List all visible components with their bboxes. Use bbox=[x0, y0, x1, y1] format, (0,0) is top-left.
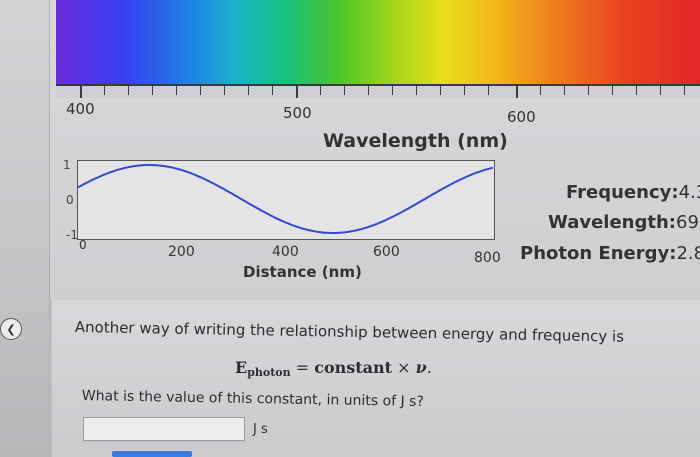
wave-x-axis-title: Distance (nm) bbox=[243, 263, 362, 281]
photon-energy-readout: Photon Energy:2.87 bbox=[520, 243, 700, 264]
equation-nu: ν bbox=[415, 358, 427, 377]
answer-unit-label: J s bbox=[253, 422, 268, 437]
equation-equals: = bbox=[290, 358, 315, 377]
equation-constant: constant bbox=[314, 358, 393, 377]
wavelength-tick-label: 400 bbox=[66, 100, 95, 118]
spectrum-tick bbox=[636, 86, 637, 95]
spectrum-tick bbox=[272, 86, 273, 95]
wavelength-axis-title: Wavelength (nm) bbox=[323, 130, 508, 152]
spectrum-tick bbox=[320, 86, 321, 95]
spectrum-tick bbox=[564, 86, 565, 95]
spectrum-tick bbox=[368, 86, 369, 95]
wavelength-tick-label: 500 bbox=[283, 104, 312, 122]
wave-svg bbox=[77, 164, 494, 234]
spectrum-tick bbox=[416, 86, 417, 95]
spectrum-tick bbox=[684, 86, 685, 95]
spectrum-tick bbox=[540, 86, 541, 95]
left-gutter bbox=[0, 0, 50, 457]
spectrum-tick bbox=[660, 86, 661, 95]
frequency-readout: Frequency:4.3 bbox=[566, 182, 700, 203]
spectrum-tick bbox=[128, 86, 129, 95]
spectrum-tick bbox=[248, 86, 249, 95]
spectrum-tick bbox=[200, 86, 201, 95]
frequency-value: 4.3 bbox=[678, 182, 700, 203]
equation-subscript: photon bbox=[247, 366, 291, 379]
spectrum-tick bbox=[104, 86, 105, 95]
answer-input[interactable] bbox=[83, 417, 245, 441]
wave-plot bbox=[77, 160, 495, 240]
submit-button-edge[interactable] bbox=[112, 451, 192, 457]
spectrum-tick bbox=[176, 86, 177, 95]
spectrum-tick bbox=[464, 86, 465, 95]
spectrum-tick bbox=[296, 86, 298, 98]
wave-x-tick-label: 400 bbox=[272, 244, 299, 260]
spectrum-tick bbox=[392, 86, 393, 95]
wave-y-tick-label: -1 bbox=[66, 228, 78, 242]
chevron-left-icon: ❮ bbox=[6, 322, 16, 336]
wavelength-value: 691 bbox=[676, 212, 700, 233]
spectrum-tick bbox=[612, 86, 613, 95]
wave-y-tick-label: 1 bbox=[63, 158, 71, 172]
wave-x-tick-label: 800 bbox=[474, 250, 501, 266]
wavelength-tick-label: 600 bbox=[507, 108, 536, 126]
equation: Ephoton = constant × ν. bbox=[235, 358, 432, 379]
spectrum-tick bbox=[440, 86, 441, 95]
spectrum-tick-bar bbox=[56, 84, 700, 98]
spectrum-tick bbox=[344, 86, 345, 95]
wave-y-tick-label: 0 bbox=[66, 193, 74, 207]
wave-x-tick-label: 0 bbox=[79, 238, 87, 252]
wave-line bbox=[77, 164, 494, 234]
equation-times: × bbox=[392, 358, 416, 377]
frequency-label: Frequency: bbox=[566, 182, 679, 203]
wavelength-readout: Wavelength:691 bbox=[548, 212, 700, 233]
wave-x-tick-label: 200 bbox=[168, 244, 195, 260]
collapse-button[interactable]: ❮ bbox=[0, 318, 22, 340]
color-spectrum bbox=[56, 0, 700, 84]
spectrum-tick bbox=[488, 86, 489, 95]
wave-x-tick-label: 600 bbox=[373, 244, 400, 260]
equation-energy-symbol: E bbox=[235, 358, 248, 377]
spectrum-tick bbox=[224, 86, 225, 95]
spectrum-tick bbox=[80, 86, 82, 98]
photon-energy-label: Photon Energy: bbox=[520, 243, 677, 264]
spectrum-tick bbox=[516, 86, 518, 98]
photon-energy-value: 2.87 bbox=[676, 243, 700, 264]
spectrum-tick bbox=[152, 86, 153, 95]
equation-period: . bbox=[426, 358, 432, 377]
spectrum-tick bbox=[588, 86, 589, 95]
wavelength-label: Wavelength: bbox=[548, 212, 676, 233]
